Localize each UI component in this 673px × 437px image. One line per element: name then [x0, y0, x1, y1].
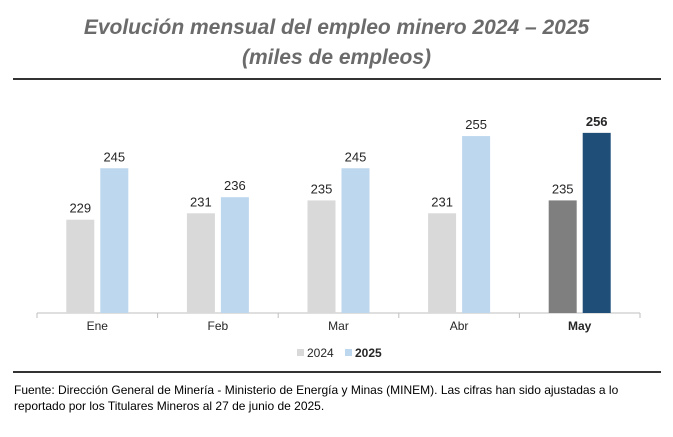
bar-2024-ene [66, 219, 95, 313]
top-rule [13, 78, 661, 80]
chart-title: Evolución mensual del empleo minero 2024… [83, 16, 590, 39]
data-label: 245 [345, 149, 367, 164]
x-tick-label: Feb [208, 319, 229, 333]
data-label: 231 [431, 194, 453, 209]
data-label: 235 [311, 181, 333, 196]
data-label: 245 [103, 149, 125, 164]
bar-2025-may [582, 132, 611, 313]
bottom-rule [13, 371, 661, 373]
data-label: 256 [586, 114, 608, 129]
data-label: 235 [552, 181, 574, 196]
bar-chart: 229 245 Ene 231 236 Feb 235 245 Mar 231 255 Abr 235 2… [36, 114, 641, 360]
x-tick-label: Abr [450, 319, 469, 333]
x-tick-label: Mar [328, 319, 349, 333]
data-label: 231 [190, 194, 212, 209]
bar-2025-feb [220, 197, 249, 313]
legend-swatch-2024 [297, 349, 304, 356]
legend-label: 2024 [307, 346, 334, 360]
source-note: Fuente: Dirección General de Minería - M… [14, 383, 619, 413]
bar-2024-abr [428, 213, 457, 313]
data-label: 229 [69, 201, 91, 216]
legend-swatch-2025 [345, 349, 352, 356]
chart-subtitle: (miles de empleos) [241, 46, 432, 69]
bar-2024-may [548, 200, 577, 313]
bar-2024-mar [307, 200, 336, 313]
bar-2025-abr [462, 136, 491, 313]
bar-2025-mar [341, 168, 370, 313]
data-label: 255 [465, 117, 487, 132]
bar-2025-ene [100, 168, 129, 313]
x-tick-label: May [568, 319, 592, 333]
legend-label: 2025 [355, 346, 382, 360]
bar-2024-feb [186, 213, 215, 313]
data-label: 236 [224, 178, 246, 193]
x-tick-label: Ene [87, 319, 109, 333]
